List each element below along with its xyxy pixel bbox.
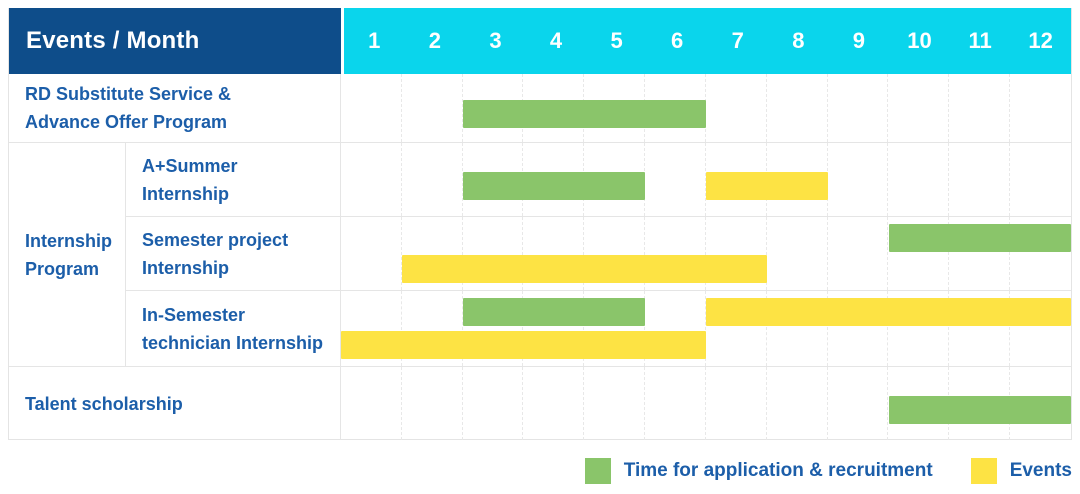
row-label: In-Semester technician Internship	[126, 290, 341, 366]
month-gridline	[402, 74, 463, 142]
month-gridline	[889, 217, 950, 290]
month-label: 9	[852, 28, 866, 53]
month-gridline	[767, 367, 828, 440]
month-gridline	[828, 367, 889, 440]
month-label: 12	[1028, 28, 1053, 53]
row-grid	[341, 366, 1071, 440]
legend-label: Events	[1009, 460, 1072, 481]
month-gridline	[341, 143, 402, 216]
gantt-bar-recruitment	[462, 298, 646, 326]
header-events-month-cell: Events / Month	[9, 8, 341, 74]
month-label: 3	[489, 28, 502, 53]
month-label: 1	[368, 28, 381, 53]
month-gridline	[645, 217, 706, 290]
row-group-label: Internship Program	[9, 142, 126, 366]
month-gridline	[341, 291, 402, 366]
month-gridline	[645, 143, 706, 216]
month-gridline	[584, 217, 646, 290]
row-grid	[341, 290, 1071, 366]
row-grid	[341, 216, 1071, 290]
month-label: 4	[549, 28, 563, 53]
row-grid	[341, 142, 1071, 216]
month-gridline	[706, 74, 767, 142]
month-gridline	[828, 217, 889, 290]
legend-item: Events	[970, 458, 1072, 484]
month-gridline	[584, 291, 646, 366]
month-label: 10	[907, 28, 932, 53]
gantt-bar-events	[706, 171, 828, 200]
month-label: 6	[671, 28, 684, 53]
month-gridline	[402, 367, 463, 440]
month-gridline	[767, 74, 828, 142]
month-gridline	[645, 367, 706, 440]
gantt-bar-recruitment	[462, 100, 706, 128]
month-gridline	[949, 74, 1011, 142]
month-gridline	[889, 143, 950, 216]
month-label: 7	[731, 28, 744, 53]
month-gridline	[341, 217, 402, 290]
month-gridline	[463, 367, 524, 440]
month-gridline	[341, 367, 402, 440]
row-label: Talent scholarship	[9, 366, 341, 440]
month-gridline	[889, 291, 950, 366]
month-gridline	[524, 217, 585, 290]
month-label: 5	[610, 28, 623, 53]
month-header-row: 1 2 3 4 5 6 7 8 9 10 11 12	[341, 8, 1071, 74]
legend-swatch-green	[584, 458, 611, 484]
month-gridline	[524, 367, 585, 440]
header-events-month-label: Events / Month	[26, 27, 200, 54]
row-label: RD Substitute Service & Advance Offer Pr…	[9, 74, 341, 142]
month-gridline	[706, 217, 767, 290]
month-gridline	[949, 143, 1011, 216]
gantt-bar-events	[341, 331, 706, 359]
month-gridline	[402, 217, 463, 290]
gantt-bar-events	[706, 298, 1071, 326]
month-gridline	[463, 291, 524, 366]
gantt-bar-events	[401, 255, 767, 283]
month-gridline	[767, 291, 828, 366]
month-gridline	[402, 143, 463, 216]
legend: Time for application & recruitment Events	[547, 458, 1072, 484]
legend-item: Time for application & recruitment	[584, 458, 933, 484]
month-gridline	[584, 367, 646, 440]
month-label: 2	[428, 28, 441, 53]
month-label: 8	[792, 28, 805, 53]
month-gridline	[645, 291, 706, 366]
month-gridline	[463, 217, 524, 290]
gantt-table: Events / Month 1 2 3 4 5 6 7 8 9 10 11 12 RD Substi…	[8, 8, 1072, 440]
month-gridline	[706, 367, 767, 440]
month-gridline	[949, 291, 1011, 366]
legend-swatch-yellow	[970, 458, 997, 484]
row-grid	[341, 74, 1071, 142]
gantt-bar-recruitment	[462, 171, 646, 200]
gantt-bar-recruitment	[888, 395, 1071, 424]
month-gridline	[706, 291, 767, 366]
month-gridline	[1010, 74, 1071, 142]
month-gridline	[828, 143, 889, 216]
month-label: 11	[968, 28, 992, 53]
month-gridline	[828, 291, 889, 366]
month-gridline	[889, 74, 950, 142]
month-gridline	[402, 291, 463, 366]
month-gridline	[1010, 143, 1071, 216]
month-gridline	[828, 74, 889, 142]
gantt-bar-recruitment	[888, 224, 1071, 252]
row-label: A+Summer Internship	[126, 142, 341, 216]
row-label: Semester project Internship	[126, 216, 341, 290]
month-gridline	[524, 291, 585, 366]
month-gridline	[767, 217, 828, 290]
legend-label: Time for application & recruitment	[623, 460, 933, 481]
month-gridline	[341, 74, 402, 142]
month-gridline	[949, 217, 1011, 290]
